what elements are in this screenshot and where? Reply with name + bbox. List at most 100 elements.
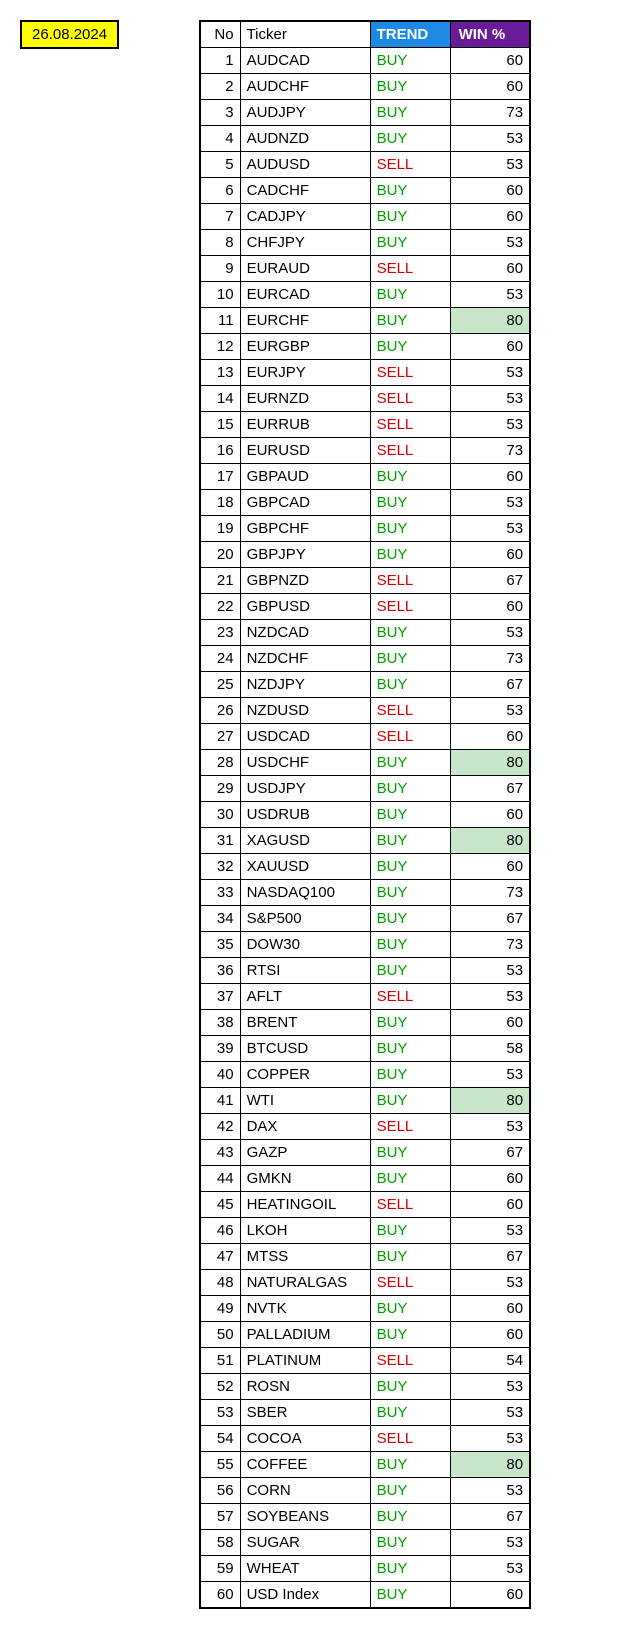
- cell-no: 36: [200, 958, 240, 984]
- table-row: 57SOYBEANSBUY67: [200, 1504, 530, 1530]
- cell-trend: SELL: [370, 568, 450, 594]
- cell-trend: SELL: [370, 360, 450, 386]
- cell-ticker: CORN: [240, 1478, 370, 1504]
- cell-ticker: USDCHF: [240, 750, 370, 776]
- cell-win: 60: [450, 1192, 530, 1218]
- table-row: 28USDCHFBUY80: [200, 750, 530, 776]
- cell-ticker: CHFJPY: [240, 230, 370, 256]
- cell-win: 67: [450, 568, 530, 594]
- cell-trend: BUY: [370, 1530, 450, 1556]
- cell-no: 28: [200, 750, 240, 776]
- cell-trend: BUY: [370, 1166, 450, 1192]
- cell-trend: SELL: [370, 1270, 450, 1296]
- table-row: 55COFFEEBUY80: [200, 1452, 530, 1478]
- cell-no: 1: [200, 48, 240, 74]
- cell-win: 73: [450, 880, 530, 906]
- cell-win: 53: [450, 984, 530, 1010]
- cell-ticker: EURRUB: [240, 412, 370, 438]
- cell-ticker: CADJPY: [240, 204, 370, 230]
- cell-no: 6: [200, 178, 240, 204]
- cell-no: 11: [200, 308, 240, 334]
- cell-trend: BUY: [370, 178, 450, 204]
- cell-no: 14: [200, 386, 240, 412]
- table-row: 58SUGARBUY53: [200, 1530, 530, 1556]
- cell-ticker: DAX: [240, 1114, 370, 1140]
- cell-ticker: NZDJPY: [240, 672, 370, 698]
- date-label: 26.08.2024: [20, 20, 119, 49]
- table-row: 56CORNBUY53: [200, 1478, 530, 1504]
- cell-trend: BUY: [370, 204, 450, 230]
- table-row: 46LKOHBUY53: [200, 1218, 530, 1244]
- table-row: 47MTSSBUY67: [200, 1244, 530, 1270]
- cell-ticker: AUDNZD: [240, 126, 370, 152]
- cell-ticker: EURJPY: [240, 360, 370, 386]
- cell-win: 60: [450, 48, 530, 74]
- cell-trend: BUY: [370, 100, 450, 126]
- cell-trend: SELL: [370, 438, 450, 464]
- cell-no: 41: [200, 1088, 240, 1114]
- cell-win: 67: [450, 1140, 530, 1166]
- cell-no: 48: [200, 1270, 240, 1296]
- cell-trend: BUY: [370, 74, 450, 100]
- cell-win: 53: [450, 1478, 530, 1504]
- cell-trend: BUY: [370, 828, 450, 854]
- table-row: 13EURJPYSELL53: [200, 360, 530, 386]
- cell-win: 60: [450, 464, 530, 490]
- table-row: 59WHEATBUY53: [200, 1556, 530, 1582]
- cell-no: 30: [200, 802, 240, 828]
- table-row: 16EURUSDSELL73: [200, 438, 530, 464]
- cell-ticker: USDRUB: [240, 802, 370, 828]
- cell-ticker: NZDCAD: [240, 620, 370, 646]
- cell-no: 27: [200, 724, 240, 750]
- cell-win: 53: [450, 1530, 530, 1556]
- cell-no: 8: [200, 230, 240, 256]
- cell-win: 67: [450, 1244, 530, 1270]
- table-row: 49NVTKBUY60: [200, 1296, 530, 1322]
- cell-no: 25: [200, 672, 240, 698]
- cell-ticker: S&P500: [240, 906, 370, 932]
- cell-win: 58: [450, 1036, 530, 1062]
- cell-ticker: USDCAD: [240, 724, 370, 750]
- cell-ticker: BRENT: [240, 1010, 370, 1036]
- cell-trend: BUY: [370, 1556, 450, 1582]
- header-trend: TREND: [370, 21, 450, 48]
- ticker-table: No Ticker TREND WIN % 1AUDCADBUY602AUDCH…: [199, 20, 531, 1609]
- cell-ticker: USD Index: [240, 1582, 370, 1609]
- table-row: 54COCOASELL53: [200, 1426, 530, 1452]
- table-row: 25NZDJPYBUY67: [200, 672, 530, 698]
- cell-trend: BUY: [370, 672, 450, 698]
- cell-ticker: GBPNZD: [240, 568, 370, 594]
- table-row: 30USDRUBBUY60: [200, 802, 530, 828]
- cell-trend: BUY: [370, 464, 450, 490]
- cell-no: 5: [200, 152, 240, 178]
- header-win: WIN %: [450, 21, 530, 48]
- cell-trend: BUY: [370, 1504, 450, 1530]
- cell-no: 12: [200, 334, 240, 360]
- cell-trend: BUY: [370, 1582, 450, 1609]
- cell-win: 80: [450, 1088, 530, 1114]
- cell-no: 42: [200, 1114, 240, 1140]
- table-row: 45HEATINGOILSELL60: [200, 1192, 530, 1218]
- table-row: 31XAGUSDBUY80: [200, 828, 530, 854]
- cell-win: 53: [450, 698, 530, 724]
- cell-win: 60: [450, 1010, 530, 1036]
- cell-no: 13: [200, 360, 240, 386]
- cell-ticker: EURUSD: [240, 438, 370, 464]
- table-row: 10EURCADBUY53: [200, 282, 530, 308]
- cell-ticker: NZDCHF: [240, 646, 370, 672]
- cell-win: 60: [450, 1296, 530, 1322]
- cell-ticker: PALLADIUM: [240, 1322, 370, 1348]
- cell-ticker: SOYBEANS: [240, 1504, 370, 1530]
- cell-no: 9: [200, 256, 240, 282]
- cell-no: 4: [200, 126, 240, 152]
- cell-ticker: GMKN: [240, 1166, 370, 1192]
- cell-win: 60: [450, 74, 530, 100]
- cell-trend: BUY: [370, 958, 450, 984]
- cell-trend: BUY: [370, 334, 450, 360]
- cell-win: 53: [450, 1218, 530, 1244]
- cell-no: 18: [200, 490, 240, 516]
- cell-trend: BUY: [370, 1088, 450, 1114]
- cell-no: 31: [200, 828, 240, 854]
- table-row: 14EURNZDSELL53: [200, 386, 530, 412]
- table-row: 7CADJPYBUY60: [200, 204, 530, 230]
